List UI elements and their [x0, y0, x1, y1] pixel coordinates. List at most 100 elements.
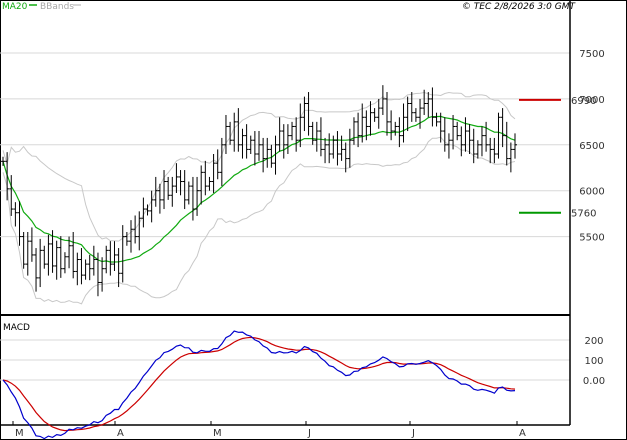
price-bar — [129, 220, 133, 253]
macd-panel-label: MACD — [3, 323, 30, 333]
price-bar — [149, 190, 154, 223]
price-bar — [166, 176, 171, 200]
price-bar — [314, 121, 319, 152]
price-bar — [211, 153, 216, 193]
price-bar — [479, 126, 484, 157]
price-bar — [364, 110, 369, 141]
ma20-line — [2, 115, 516, 263]
support-level-label: 5760 — [571, 209, 596, 220]
price-bar — [467, 124, 472, 154]
price-bar — [302, 96, 307, 132]
legend-bbands-label: BBands — [40, 2, 74, 12]
price-bar — [5, 152, 10, 201]
price-bar — [389, 110, 394, 141]
price-bar — [228, 121, 233, 145]
price-bar — [269, 144, 274, 168]
price-bar — [108, 241, 113, 276]
price-bar — [75, 252, 80, 286]
price-bar — [112, 241, 117, 271]
price-bar — [422, 89, 427, 115]
price-bar — [203, 160, 208, 196]
price-bar — [174, 163, 179, 193]
price-tick-label: 7500 — [579, 49, 604, 60]
price-bar — [199, 165, 204, 205]
time-tick-label: M — [15, 428, 24, 439]
price-tick-label: 5500 — [579, 233, 604, 244]
price-bar — [62, 252, 67, 274]
price-bar — [58, 236, 63, 278]
price-bar — [368, 101, 373, 136]
time-tick-label: J — [307, 428, 311, 439]
price-bar — [500, 108, 505, 148]
price-bar — [29, 227, 34, 262]
time-tick-label: M — [213, 428, 222, 439]
price-bar — [430, 87, 435, 127]
price-bar — [360, 103, 365, 143]
price-bar — [162, 170, 167, 210]
bbands-upper-line — [2, 91, 516, 242]
price-bar — [236, 108, 241, 152]
price-bar — [298, 103, 303, 148]
price-bar — [54, 240, 59, 280]
price-bar — [223, 114, 228, 154]
price-bar — [294, 117, 299, 152]
macd-axis-labels: 0.00 100 200 — [583, 336, 605, 387]
price-bar — [219, 137, 224, 187]
price-bar — [331, 135, 336, 159]
price-bar — [145, 204, 150, 216]
price-bar — [372, 108, 377, 122]
price-bar — [393, 121, 398, 136]
price-bar — [190, 176, 195, 221]
price-bar — [434, 112, 439, 127]
macd-lines — [2, 330, 516, 440]
moving-average-line — [2, 115, 516, 263]
macd-tick-label: 100 — [584, 356, 603, 367]
price-bar — [257, 131, 261, 161]
price-bar — [25, 231, 30, 276]
price-bar — [323, 137, 328, 164]
price-bar — [475, 140, 480, 159]
price-bar — [496, 112, 501, 159]
price-bar — [413, 108, 418, 122]
price-tick-label: 6500 — [579, 141, 604, 152]
price-bar — [13, 202, 18, 227]
price-bar — [34, 248, 39, 292]
price-bar — [376, 98, 381, 129]
price-bar — [438, 112, 443, 143]
price-bar — [67, 236, 72, 269]
price-bar — [87, 254, 92, 281]
price-bar — [306, 92, 311, 136]
macd-line — [2, 330, 516, 440]
price-bar — [1, 156, 5, 166]
resistance-level-label: 6990 — [571, 96, 596, 107]
price-bar — [207, 176, 212, 191]
price-bar — [153, 176, 158, 207]
price-bar — [327, 133, 332, 164]
price-bar — [463, 117, 468, 152]
price-bar — [492, 137, 497, 164]
price-bar — [405, 96, 410, 132]
price-bar — [265, 137, 270, 168]
price-bar — [124, 231, 129, 246]
price-bar — [356, 112, 361, 148]
price-bar — [488, 137, 493, 164]
price-bar — [137, 211, 142, 251]
macd-signal-line — [2, 336, 516, 432]
price-bar — [318, 117, 323, 157]
price-bars — [1, 85, 517, 297]
price-bar — [195, 176, 200, 216]
legend-ma-label: MA20 — [2, 2, 28, 12]
price-bar — [451, 114, 456, 150]
price-bar — [9, 175, 14, 216]
support-resistance-levels: 6990 5760 — [519, 96, 596, 220]
price-bar — [100, 257, 105, 292]
price-bar — [335, 131, 340, 166]
macd-tick-label: 200 — [584, 336, 603, 347]
price-bar — [409, 92, 414, 122]
price-bar — [252, 131, 257, 166]
price-bar — [397, 117, 402, 148]
price-bar — [120, 225, 125, 283]
price-bar — [215, 149, 220, 180]
